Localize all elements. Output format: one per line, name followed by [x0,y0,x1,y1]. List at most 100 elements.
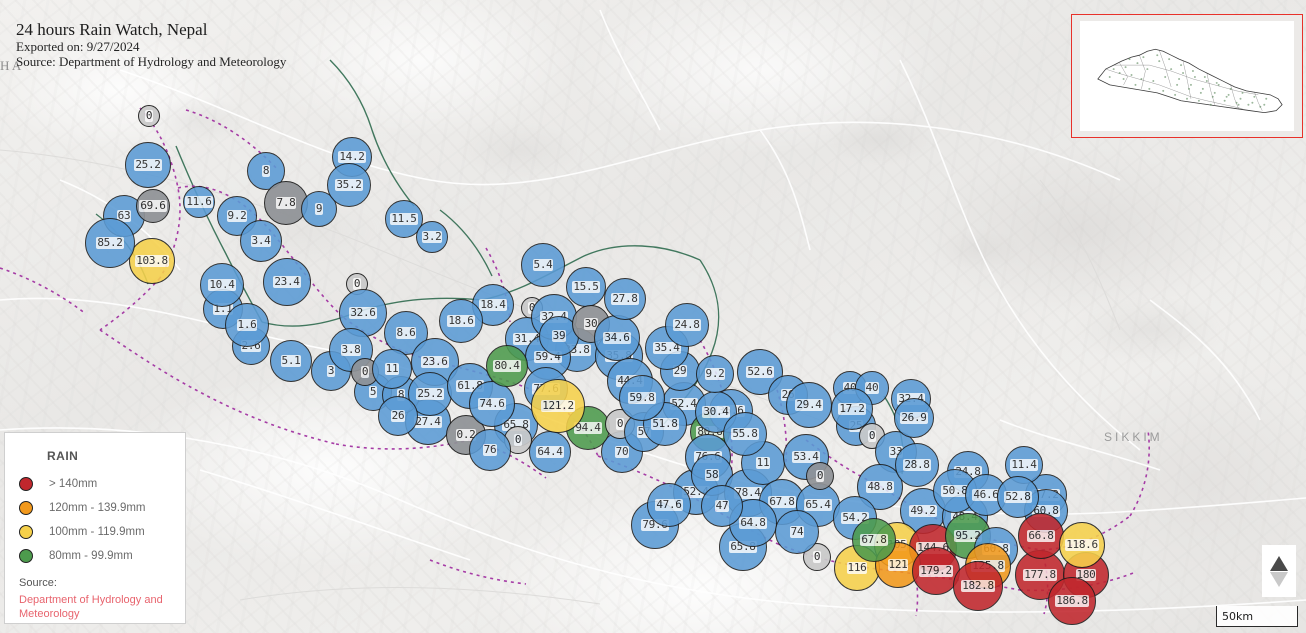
station-value-label: 3.4 [250,234,272,247]
station-circle[interactable]: 26 [378,396,418,436]
station-value-label: 64.8 [739,516,767,529]
station-circle[interactable]: 0 [806,462,834,490]
station-circle[interactable]: 69.6 [136,189,170,223]
station-circle[interactable]: 118.6 [1059,522,1105,568]
station-circle[interactable]: 66.8 [1018,513,1064,559]
station-value-label: 69.6 [139,199,167,212]
station-value-label: 74 [789,525,805,538]
station-circle[interactable]: 47 [701,485,743,527]
station-value-label: 32.6 [349,306,377,319]
legend-swatch-icon [19,501,33,515]
station-value-label: 0 [812,550,822,563]
legend-panel: RAIN > 140mm 120mm - 139.9mm 100mm - 119.9… [4,432,186,624]
station-circle[interactable]: 0 [859,423,885,449]
inset-map-svg [1097,48,1283,114]
station-circle[interactable]: 35.2 [327,163,371,207]
legend-item-1[interactable]: 120mm - 139.9mm [19,501,171,515]
station-circle[interactable]: 74.6 [469,381,515,427]
station-value-label: 9 [314,202,324,215]
station-value-label: 0 [144,109,154,122]
station-value-label: 0 [815,469,825,482]
station-value-label: 3 [326,364,336,377]
station-circle[interactable]: 15.5 [566,267,606,307]
station-circle[interactable]: 67.8 [852,518,896,562]
station-circle[interactable]: 25.2 [125,142,171,188]
legend-item-2[interactable]: 100mm - 119.9mm [19,525,171,539]
station-circle[interactable]: 25.2 [408,372,452,416]
legend-items: > 140mm 120mm - 139.9mm 100mm - 119.9mm 80m… [19,477,171,563]
station-value-label: 186.8 [1055,594,1089,607]
nepal-overview-inset[interactable] [1071,14,1303,138]
station-circle[interactable]: 32.6 [339,289,387,337]
station-value-label: 64.4 [536,445,564,458]
station-circle[interactable]: 121.2 [531,379,585,433]
station-circle[interactable]: 59.8 [619,375,665,421]
station-value-label: 3.8 [340,343,362,356]
station-value-label: 5 [368,385,378,398]
station-circle[interactable]: 65.4 [796,483,840,527]
station-circle[interactable]: 11 [372,349,412,389]
station-value-label: 1.6 [236,318,258,331]
legend-swatch-icon [19,525,33,539]
map-header: 24 hours Rain Watch, Nepal Exported on: … [16,20,286,69]
station-circle[interactable]: 103.8 [129,238,175,284]
station-circle[interactable]: 3.4 [240,220,282,262]
legend-swatch-icon [19,549,33,563]
station-circle[interactable]: 17.2 [831,388,873,430]
station-circle[interactable]: 26.9 [894,398,934,438]
north-arrow-up-icon [1270,555,1288,571]
station-value-label: 23.6 [421,355,449,368]
station-circle[interactable]: 179.2 [912,547,960,595]
station-circle[interactable]: 76 [469,429,511,471]
legend-item-3[interactable]: 80mm - 99.9mm [19,549,171,563]
station-circle[interactable]: 5.4 [521,243,565,287]
station-circle[interactable]: 186.8 [1048,577,1096,625]
station-circle[interactable]: 11.5 [385,200,423,238]
station-value-label: 70 [614,445,630,458]
station-circle[interactable]: 1.6 [225,303,269,347]
station-circle[interactable]: 40 [855,371,889,405]
scale-bar-label: 50km [1222,609,1254,623]
station-value-label: 179.2 [919,564,953,577]
station-value-label: 76 [482,443,498,456]
legend-source: Source: Department of Hydrology and Mete… [19,577,171,621]
station-value-label: 65.4 [804,498,832,511]
station-value-label: 48.8 [866,480,894,493]
station-circle[interactable]: 18.6 [439,299,483,343]
station-circle[interactable]: 47.6 [647,483,691,527]
station-value-label: 121.2 [541,399,575,412]
station-circle[interactable]: 10.4 [200,263,244,307]
legend-item-label: 100mm - 119.9mm [49,526,145,538]
station-circle[interactable]: 9.2 [696,355,734,393]
station-circle[interactable]: 34.6 [594,315,640,361]
station-value-label: 26.9 [900,411,928,424]
station-circle[interactable]: 80.4 [486,345,528,387]
station-value-label: 11 [384,362,400,375]
station-circle[interactable]: 64.4 [529,431,571,473]
station-value-label: 94.4 [574,421,602,434]
station-circle[interactable]: 5.1 [270,340,312,382]
station-circle[interactable]: 27.8 [604,278,646,320]
station-circle[interactable]: 182.8 [953,561,1003,611]
station-circle[interactable]: 3.2 [416,221,448,253]
station-value-label: 11.6 [185,195,213,208]
station-value-label: 8 [261,164,271,177]
station-value-label: 27.8 [611,292,639,305]
legend-item-0[interactable]: > 140mm [19,477,171,491]
north-arrow[interactable] [1262,545,1296,597]
station-circle[interactable]: 85.2 [85,218,135,268]
station-circle[interactable]: 55.8 [723,412,767,456]
station-circle[interactable]: 29.4 [786,382,832,428]
station-circle[interactable]: 0 [138,105,160,127]
station-circle[interactable]: 23.4 [263,258,311,306]
station-circle[interactable]: 52.8 [997,476,1039,518]
station-value-label: 30 [583,317,599,330]
station-circle[interactable]: 74 [775,510,819,554]
station-value-label: 51.8 [651,417,679,430]
legend-source-link[interactable]: Department of Hydrology and Meteorology [19,594,163,620]
station-circle[interactable]: 24.8 [665,303,709,347]
station-circle[interactable]: 28.8 [895,443,939,487]
station-circle[interactable]: 11.6 [183,186,215,218]
station-value-label: 10.4 [208,278,236,291]
